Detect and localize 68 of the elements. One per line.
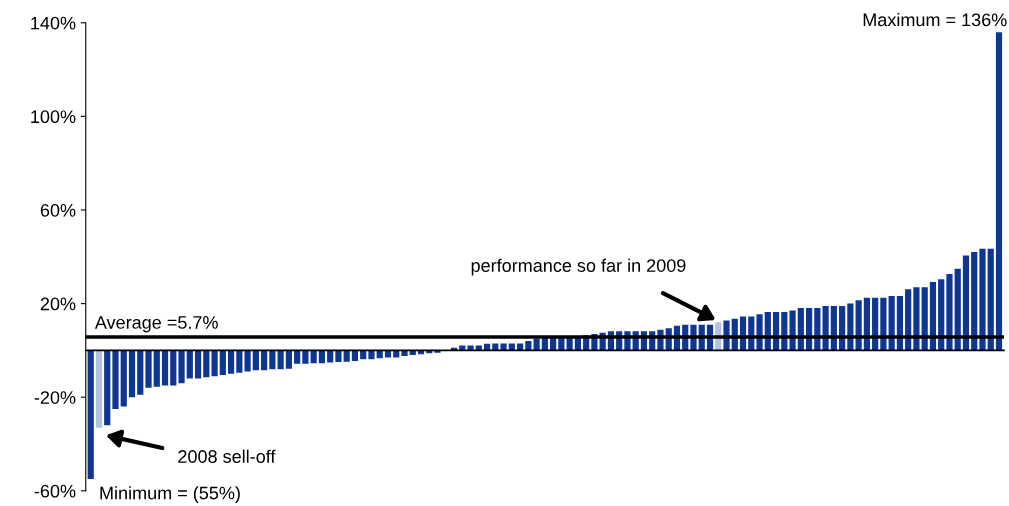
bar xyxy=(533,338,540,351)
bar xyxy=(946,273,953,351)
bar xyxy=(95,350,103,428)
bar xyxy=(987,248,994,351)
ref-line-label: Average =5.7% xyxy=(94,316,218,333)
bar xyxy=(351,350,359,361)
bar xyxy=(343,350,350,362)
bar xyxy=(475,345,482,351)
bar xyxy=(310,350,317,364)
bar xyxy=(161,350,169,386)
annotation: performance so far in 2009 xyxy=(471,258,686,276)
bar xyxy=(971,252,978,351)
bar xyxy=(368,350,375,360)
y-tick-label: 20% xyxy=(40,297,76,311)
bar xyxy=(302,350,309,364)
bar xyxy=(194,350,202,379)
bar xyxy=(921,287,928,351)
bar xyxy=(995,32,1003,351)
bar xyxy=(459,345,466,351)
bar xyxy=(285,350,292,369)
y-tick-label: -20% xyxy=(34,391,76,404)
bar xyxy=(516,343,524,351)
bar xyxy=(236,350,243,373)
annotation: 2008 sell-off xyxy=(178,449,276,463)
bar xyxy=(244,350,251,372)
bar xyxy=(335,350,342,363)
bar xyxy=(327,350,334,363)
bar xyxy=(434,350,441,353)
bar xyxy=(128,350,136,398)
y-tick-label: 140% xyxy=(31,16,76,30)
annotation: Minimum = (55%) xyxy=(100,486,240,503)
bar xyxy=(261,350,268,371)
bar xyxy=(508,343,515,351)
bar xyxy=(913,287,920,351)
annotation: Maximum = 136% xyxy=(863,12,1007,27)
bar xyxy=(145,350,152,388)
bar xyxy=(112,350,119,409)
bar xyxy=(104,350,111,426)
y-tick-label: 100% xyxy=(31,110,76,124)
bar xyxy=(219,350,226,375)
bar xyxy=(525,341,532,351)
bar xyxy=(962,255,970,351)
bar xyxy=(277,350,284,370)
bar xyxy=(178,350,185,384)
bar xyxy=(87,350,94,480)
y-tick-label: 60% xyxy=(40,203,76,217)
bar xyxy=(492,343,499,351)
bar xyxy=(203,350,210,378)
bar xyxy=(954,268,961,351)
bar xyxy=(294,350,301,364)
bar xyxy=(979,248,986,351)
y-tick-label: -60% xyxy=(34,484,76,498)
bar xyxy=(500,343,507,351)
bar xyxy=(120,350,127,407)
bar xyxy=(252,350,259,371)
bar xyxy=(929,282,937,351)
bar xyxy=(401,350,408,357)
bar xyxy=(137,350,144,395)
bar xyxy=(905,289,912,351)
bar xyxy=(186,350,193,379)
bar xyxy=(170,350,177,386)
bar xyxy=(269,350,276,370)
bar xyxy=(467,345,474,351)
bar xyxy=(211,350,218,377)
bar xyxy=(227,350,235,374)
bar xyxy=(938,279,945,351)
bar xyxy=(153,350,160,387)
bar xyxy=(318,350,326,364)
